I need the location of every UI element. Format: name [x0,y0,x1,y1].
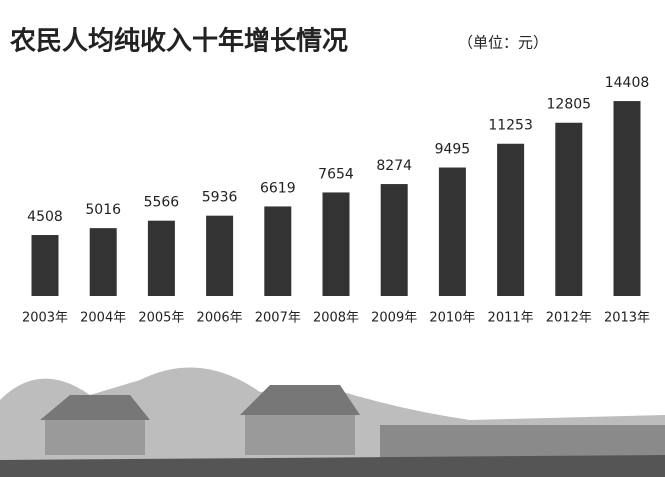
x-tick-label: 2005年 [138,311,184,326]
x-tick-label: 2012年 [546,311,592,326]
value-label: 5016 [85,202,121,218]
value-label: 7654 [318,166,354,182]
chart-title: 农民人均纯收入十年增长情况 [9,26,348,57]
value-label: 6619 [260,180,296,196]
bar [380,184,408,296]
x-tick-label: 2009年 [371,311,417,326]
bar [555,122,583,296]
illustration-roof [240,385,360,415]
value-label: 4508 [27,209,63,225]
value-label: 14408 [605,75,650,91]
illustration-roof [40,395,150,420]
value-label: 8274 [376,158,412,174]
bar [497,143,525,296]
value-label: 11253 [488,118,533,134]
decoration [0,367,665,477]
bar [264,206,292,296]
value-label: 5566 [144,195,180,211]
x-tick-label: 2010年 [429,311,475,326]
x-tick-label: 2007年 [255,311,301,326]
x-tick-label: 2004年 [80,311,126,326]
x-tick-label: 2013年 [604,311,650,326]
illustration-house [45,420,145,455]
x-tick-label: 2011年 [488,311,534,326]
bar [89,228,117,296]
value-label: 9495 [435,142,471,158]
value-label: 5936 [202,190,238,206]
x-tick-label: 2008年 [313,311,359,326]
bar [206,215,234,296]
bar [31,235,59,296]
value-label: 12805 [547,97,592,113]
bar [613,101,641,297]
x-tick-label: 2006年 [197,311,243,326]
illustration-field [0,455,665,477]
chart-subtitle: （单位：元） [458,34,548,52]
bar [438,167,466,296]
x-tick-label: 2003年 [22,311,68,326]
bar [147,220,175,296]
bar [322,192,350,296]
illustration-house [245,415,355,455]
